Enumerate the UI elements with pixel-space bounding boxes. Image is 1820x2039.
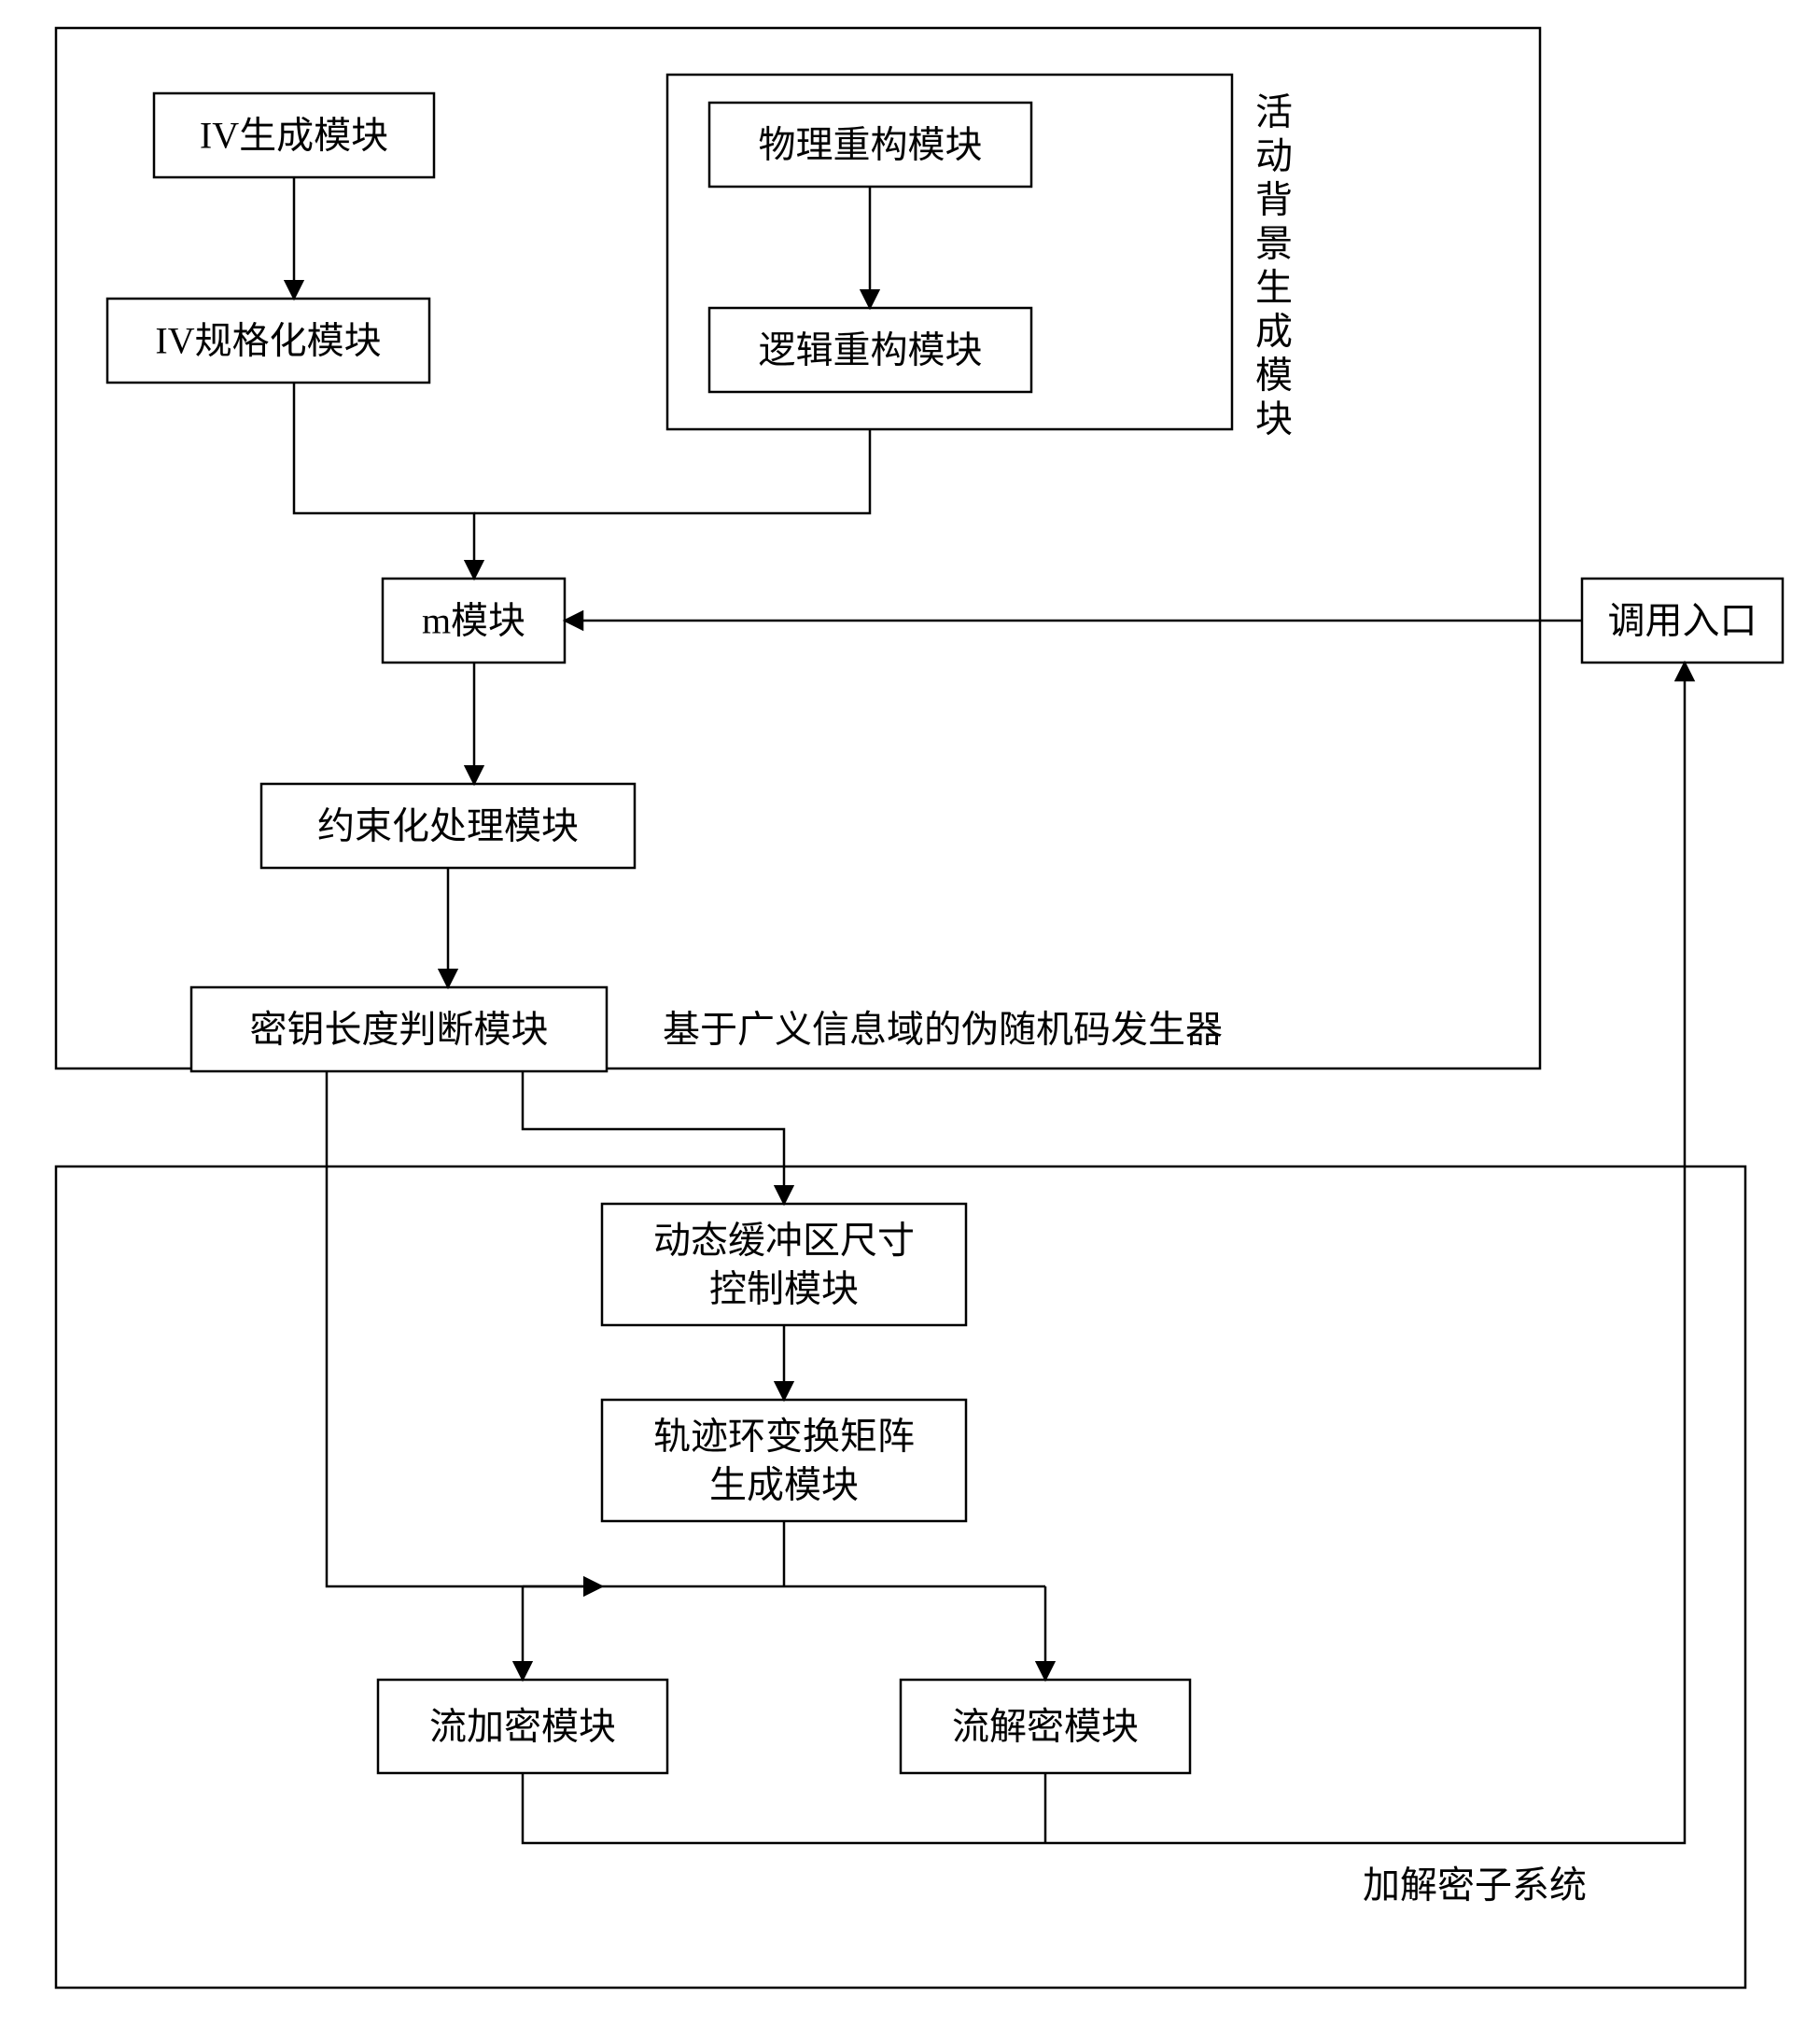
activity-bg-label-0: 活 xyxy=(1255,91,1293,133)
dyn_buf-label1: 动态缓冲区尺寸 xyxy=(653,1220,915,1262)
lower-region-label: 加解密子系统 xyxy=(1363,1864,1587,1906)
dyn_buf-label2: 控制模块 xyxy=(709,1268,859,1310)
edge-logic-merge xyxy=(474,429,870,513)
upper-region-label: 基于广义信息域的伪随机码发生器 xyxy=(663,1009,1223,1051)
activity-bg-label-6: 模 xyxy=(1255,355,1293,397)
m_mod-label: m模块 xyxy=(422,600,525,642)
call_entry-label: 调用入口 xyxy=(1608,600,1757,642)
activity-bg-label-3: 景 xyxy=(1255,223,1293,265)
stream_enc-label: 流加密模块 xyxy=(429,1706,616,1748)
activity-bg-label-5: 成 xyxy=(1255,311,1293,353)
traj_ring-label1: 轨迹环变换矩阵 xyxy=(653,1416,915,1458)
activity-bg-label-2: 背 xyxy=(1255,179,1293,221)
phys_recon-label: 物理重构模块 xyxy=(759,124,983,166)
logic_recon-label: 逻辑重构模块 xyxy=(759,329,983,371)
activity-bg-label-1: 动 xyxy=(1255,135,1293,177)
activity-bg-label-4: 生 xyxy=(1255,267,1293,309)
constraint-label: 约束化处理模块 xyxy=(317,805,579,847)
iv_norm-label: IV规格化模块 xyxy=(155,320,381,362)
edge-keylen-leftdown xyxy=(327,1071,602,1586)
keylen-label: 密钥长度判断模块 xyxy=(250,1009,549,1051)
stream_dec-label: 流解密模块 xyxy=(952,1706,1139,1748)
edge-keylen-dynbuf xyxy=(523,1071,784,1204)
activity-bg-label-7: 块 xyxy=(1255,398,1293,440)
iv_gen-label: IV生成模块 xyxy=(200,115,388,157)
traj_ring-label2: 生成模块 xyxy=(709,1464,859,1506)
edge-ivnorm-m xyxy=(294,383,474,579)
